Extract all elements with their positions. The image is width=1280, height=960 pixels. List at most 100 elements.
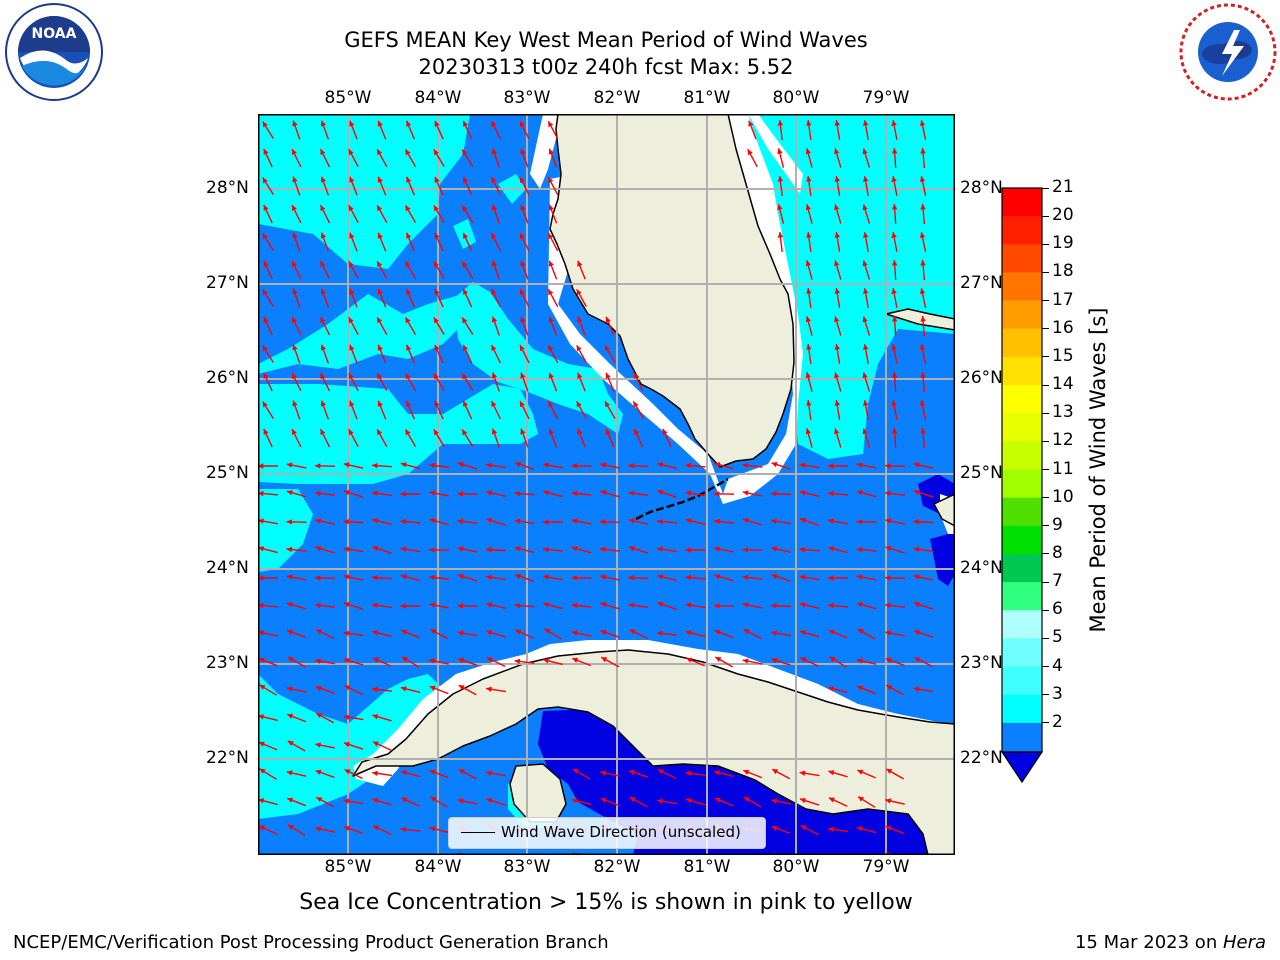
direction-arrow bbox=[828, 575, 848, 581]
direction-arrow bbox=[685, 798, 706, 806]
direction-arrow bbox=[571, 575, 592, 581]
direction-arrow bbox=[376, 428, 388, 448]
direction-arrow bbox=[805, 204, 813, 224]
direction-arrow bbox=[401, 797, 420, 807]
direction-arrow bbox=[742, 518, 763, 526]
direction-arrow bbox=[714, 546, 734, 553]
direction-arrow bbox=[913, 602, 934, 610]
direction-arrow bbox=[263, 204, 273, 224]
direction-arrow bbox=[856, 462, 877, 469]
direction-arrow bbox=[519, 120, 530, 140]
direction-arrow bbox=[857, 628, 876, 640]
direction-arrow bbox=[377, 176, 387, 196]
direction-arrow bbox=[885, 798, 905, 805]
lat-label-left: 23°N bbox=[206, 653, 249, 673]
footer-credit: NCEP/EMC/Verification Post Processing Pr… bbox=[13, 932, 609, 953]
direction-arrow bbox=[600, 546, 620, 553]
direction-arrow bbox=[771, 462, 791, 470]
colorbar-tick bbox=[1042, 469, 1049, 470]
direction-arrow bbox=[287, 656, 306, 668]
direction-arrow bbox=[628, 546, 649, 554]
map-title: GEFS MEAN Key West Mean Period of Wind W… bbox=[344, 28, 868, 52]
direction-arrow bbox=[891, 400, 898, 420]
direction-arrow bbox=[485, 547, 507, 553]
direction-arrow bbox=[891, 344, 898, 364]
direction-arrow bbox=[827, 602, 849, 609]
direction-arrow bbox=[892, 371, 898, 393]
direction-arrow bbox=[315, 490, 335, 497]
direction-arrow bbox=[892, 259, 898, 281]
direction-arrow bbox=[404, 372, 417, 392]
direction-arrow bbox=[462, 120, 473, 140]
direction-arrow bbox=[828, 686, 848, 694]
direction-arrow bbox=[885, 825, 905, 835]
direction-arrow bbox=[486, 630, 506, 638]
direction-arrow bbox=[405, 176, 416, 196]
direction-arrow bbox=[262, 177, 274, 195]
direction-arrow bbox=[685, 574, 706, 581]
direction-arrow bbox=[571, 602, 592, 609]
colorbar-tick-label: 10 bbox=[1052, 486, 1074, 507]
direction-arrow bbox=[286, 490, 307, 498]
direction-arrow bbox=[714, 770, 734, 778]
direction-arrow bbox=[343, 798, 364, 805]
direction-arrow bbox=[742, 547, 763, 553]
direction-arrow bbox=[919, 344, 927, 364]
direction-arrow bbox=[461, 429, 474, 447]
colorbar-segment bbox=[1002, 188, 1042, 217]
direction-arrow bbox=[433, 317, 445, 335]
direction-arrow bbox=[599, 519, 621, 525]
colorbar-tick bbox=[1042, 553, 1049, 555]
direction-arrow bbox=[292, 176, 301, 196]
direction-arrow bbox=[287, 824, 306, 836]
lon-label-top: 84°W bbox=[414, 88, 462, 108]
direction-arrow bbox=[628, 490, 649, 497]
direction-arrow bbox=[520, 260, 529, 280]
direction-arrow bbox=[457, 574, 478, 582]
direction-arrow bbox=[600, 770, 620, 777]
direction-arrow bbox=[657, 601, 677, 610]
colorbar-tick-label: 11 bbox=[1052, 458, 1074, 479]
direction-arrow bbox=[920, 427, 926, 449]
colorbar-segment bbox=[1002, 525, 1042, 555]
direction-arrow bbox=[405, 288, 416, 308]
direction-arrow bbox=[547, 344, 559, 364]
colorbar-tick bbox=[1042, 300, 1049, 302]
direction-arrow bbox=[315, 602, 335, 609]
direction-arrow bbox=[600, 602, 620, 610]
direction-arrow bbox=[376, 316, 388, 336]
direction-arrow bbox=[344, 684, 363, 696]
direction-arrow bbox=[405, 400, 416, 420]
direction-arrow bbox=[372, 686, 392, 693]
grand-bahama bbox=[885, 308, 955, 331]
direction-arrow bbox=[657, 462, 677, 470]
direction-arrow bbox=[891, 288, 898, 308]
direction-arrow bbox=[884, 575, 906, 581]
direction-arrow bbox=[806, 288, 812, 308]
direction-arrow bbox=[490, 400, 502, 420]
direction-arrow bbox=[571, 518, 592, 525]
direction-arrow bbox=[486, 602, 506, 609]
direction-arrow bbox=[320, 120, 330, 140]
direction-arrow bbox=[457, 462, 478, 470]
direction-arrow bbox=[771, 518, 791, 525]
direction-arrow bbox=[857, 769, 876, 779]
direction-arrow bbox=[486, 574, 506, 581]
lat-label-right: 25°N bbox=[960, 463, 1003, 483]
direction-arrow bbox=[462, 232, 473, 252]
direction-arrow bbox=[405, 344, 416, 364]
footer-machine: Hera bbox=[1222, 932, 1266, 953]
direction-arrow bbox=[514, 518, 535, 525]
direction-arrow bbox=[372, 824, 392, 836]
direction-arrow bbox=[434, 120, 444, 140]
direction-arrow bbox=[259, 768, 277, 780]
direction-arrow bbox=[576, 288, 587, 308]
direction-arrow bbox=[428, 547, 450, 553]
direction-arrow bbox=[856, 519, 877, 525]
direction-arrow bbox=[457, 630, 478, 637]
lat-label-right: 28°N bbox=[960, 178, 1003, 198]
direction-arrow bbox=[799, 602, 820, 610]
direction-arrow bbox=[320, 344, 330, 364]
direction-arrow bbox=[771, 768, 791, 780]
legend-line-swatch bbox=[461, 832, 495, 833]
